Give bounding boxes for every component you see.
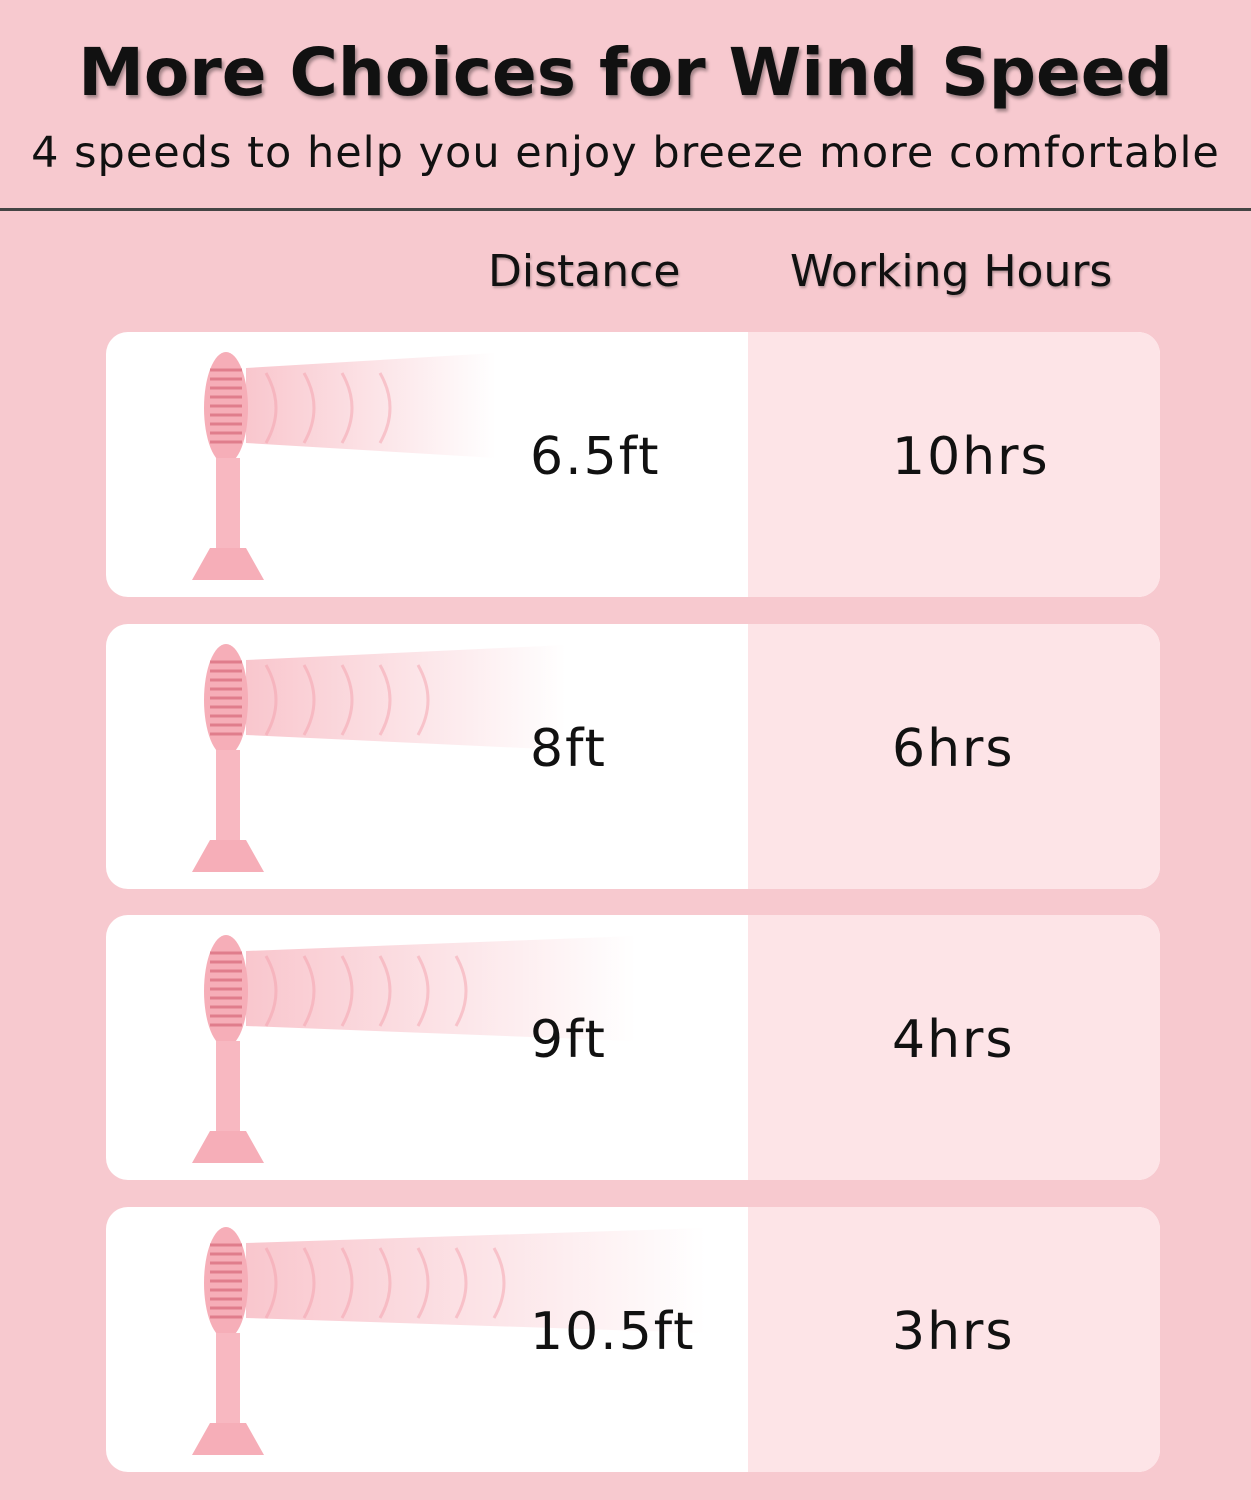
hours-header: Working Hours (790, 246, 1113, 297)
fan-icon (192, 352, 496, 580)
fan-handle (216, 458, 240, 548)
wind-stream (246, 645, 566, 750)
fan-handle (216, 1041, 240, 1131)
hours-panel (748, 332, 1160, 597)
distance-header: Distance (488, 246, 681, 297)
fan-base (192, 1131, 264, 1163)
hours-value: 6hrs (892, 719, 1015, 779)
subtitle: 4 speeds to help you enjoy breeze more c… (31, 128, 1220, 178)
distance-value: 10.5ft (530, 1302, 696, 1362)
wind-stream (246, 1228, 706, 1333)
hours-panel (748, 624, 1160, 889)
fan-base (192, 840, 264, 872)
distance-value: 9ft (530, 1010, 607, 1070)
speed-row: 10.5ft 3hrs (106, 1207, 1160, 1472)
wind-stream (246, 353, 496, 458)
speed-row: 8ft 6hrs (106, 624, 1160, 889)
page-title: More Choices for Wind Speed (78, 34, 1173, 111)
hours-value: 10hrs (892, 427, 1050, 487)
speed-row: 6.5ft 10hrs (106, 332, 1160, 597)
fan-handle (216, 1333, 240, 1423)
fan-base (192, 1423, 264, 1455)
distance-value: 6.5ft (530, 427, 661, 487)
hours-panel (748, 915, 1160, 1180)
hours-value: 4hrs (892, 1010, 1015, 1070)
divider (0, 208, 1251, 211)
wind-stream (246, 936, 636, 1041)
fan-base (192, 548, 264, 580)
distance-value: 8ft (530, 719, 607, 779)
speed-row: 9ft 4hrs (106, 915, 1160, 1180)
hours-value: 3hrs (892, 1302, 1015, 1362)
fan-icon (192, 1227, 706, 1455)
fan-icon (192, 935, 636, 1163)
fan-handle (216, 750, 240, 840)
hours-panel (748, 1207, 1160, 1472)
fan-icon (192, 644, 566, 872)
